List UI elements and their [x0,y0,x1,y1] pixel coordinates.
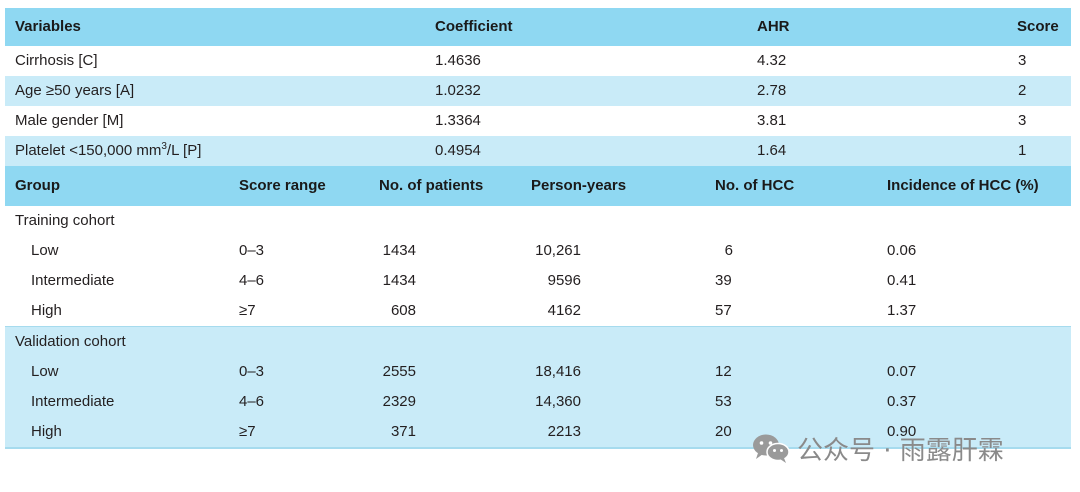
hcc: 39 [715,272,732,289]
score-range: 0–3 [239,242,265,259]
validation-cohort-section: Validation cohort Low 0–3 2555 18,416 12… [5,327,1071,447]
patients: 1434 [382,242,416,259]
hcc: 20 [715,423,732,440]
header-person-years: Person-years [531,177,627,194]
variable-name-prefix: Platelet <150,000 mm [15,142,162,159]
variable-score: 3 [1018,52,1027,69]
group-name: High [31,302,62,319]
person-years: 9596 [547,272,581,289]
variable-coefficient: 0.4954 [435,142,481,159]
header-score: Score [1017,18,1059,35]
group-name: High [31,423,62,440]
section-divider [5,326,1071,327]
variable-name: Platelet <150,000 mm3/L [P] [15,136,201,166]
variable-score: 1 [1018,142,1027,159]
table-row: Low 0–3 2555 18,416 12 0.07 [5,357,1071,387]
watermark: 公众号 · 雨露肝霖 [751,428,1004,468]
incidence: 0.07 [887,363,917,380]
group-name: Low [31,363,59,380]
hcc: 6 [724,242,733,259]
group-name: Intermediate [31,272,115,289]
incidence: 0.06 [887,242,917,259]
score-range: ≥7 [239,423,256,440]
variable-row: Cirrhosis [C] 1.4636 4.32 3 [5,46,1071,76]
incidence: 1.37 [887,302,917,319]
data-table: Variables Coefficient AHR Score Cirrhosi… [5,8,1071,449]
table-row: Intermediate 4–6 2329 14,360 53 0.37 [5,387,1071,417]
variable-score: 3 [1018,112,1027,129]
incidence: 0.37 [887,393,917,410]
variables-header-row: Variables Coefficient AHR Score [5,8,1071,46]
header-patients: No. of patients [379,177,484,194]
score-range: ≥7 [239,302,256,319]
hcc: 53 [715,393,732,410]
table-bottom-border [5,447,1071,449]
cohort-title-row: Training cohort [5,206,1071,236]
table-row: Intermediate 4–6 1434 9596 39 0.41 [5,266,1071,296]
patients: 1434 [382,272,416,289]
person-years: 10,261 [535,242,581,259]
training-cohort-section: Training cohort Low 0–3 1434 10,261 6 0.… [5,206,1071,326]
incidence: 0.90 [887,423,917,440]
header-hcc: No. of HCC [715,177,795,194]
cohort-title: Validation cohort [15,333,126,350]
variable-name: Cirrhosis [C] [15,52,98,69]
hcc: 57 [715,302,732,319]
header-ahr: AHR [757,18,790,35]
patients: 608 [390,302,416,319]
variable-name: Male gender [M] [15,112,124,129]
patients: 2555 [382,363,416,380]
variable-coefficient: 1.4636 [435,52,481,69]
group-name: Intermediate [31,393,115,410]
person-years: 18,416 [535,363,581,380]
score-range: 0–3 [239,363,265,380]
header-group: Group [15,177,60,194]
patients: 2329 [382,393,416,410]
table-row: High ≥7 371 2213 20 0.90 [5,417,1071,447]
variable-ahr: 2.78 [757,82,787,99]
variable-row: Male gender [M] 1.3364 3.81 3 [5,106,1071,136]
cohort-title: Training cohort [15,212,115,229]
variable-name-suffix: /L [P] [166,142,202,159]
variable-row: Platelet <150,000 mm3/L [P] 0.4954 1.64 … [5,136,1071,166]
variable-ahr: 3.81 [757,112,787,129]
table-row: High ≥7 608 4162 57 1.37 [5,296,1071,326]
cohort-title-row: Validation cohort [5,327,1071,357]
watermark-text: 公众号 · 雨露肝霖 [797,435,1004,466]
person-years: 4162 [547,302,581,319]
incidence: 0.41 [887,272,917,289]
wechat-icon [753,434,790,463]
variable-coefficient: 1.0232 [435,82,481,99]
group-header-row: Group Score range No. of patients Person… [5,166,1071,206]
group-name: Low [31,242,59,259]
variable-score: 2 [1018,82,1027,99]
variable-ahr: 4.32 [757,52,787,69]
header-coefficient: Coefficient [435,18,513,35]
person-years: 14,360 [535,393,581,410]
variable-ahr: 1.64 [757,142,787,159]
score-range: 4–6 [239,393,265,410]
score-range: 4–6 [239,272,265,289]
variable-name-superscript: 3 [161,141,167,152]
person-years: 2213 [547,423,581,440]
hcc: 12 [715,363,732,380]
variable-row: Age ≥50 years [A] 1.0232 2.78 2 [5,76,1071,106]
header-variables: Variables [15,18,81,35]
variable-name: Age ≥50 years [A] [15,82,135,99]
patients: 371 [390,423,416,440]
table-row: Low 0–3 1434 10,261 6 0.06 [5,236,1071,266]
variable-coefficient: 1.3364 [435,112,481,129]
header-score-range: Score range [239,177,326,194]
header-incidence: Incidence of HCC (%) [887,177,1039,194]
